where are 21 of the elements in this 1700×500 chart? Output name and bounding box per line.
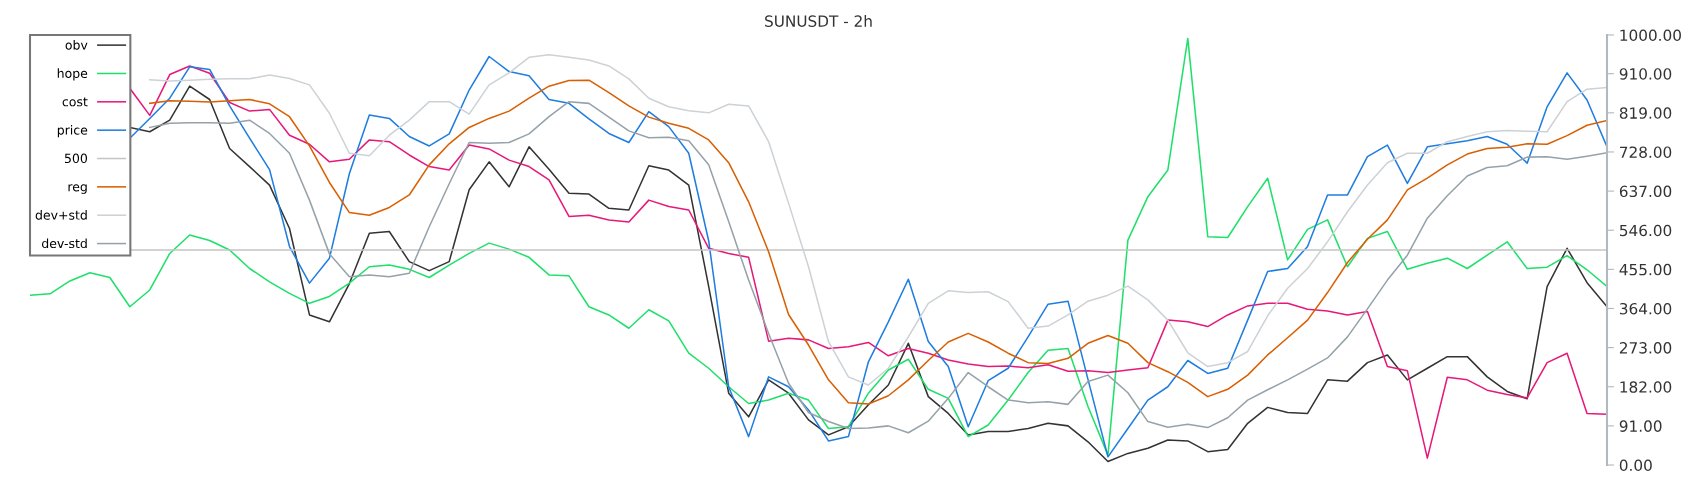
legend-label: reg <box>68 184 87 194</box>
legend-label: 500 <box>64 153 88 164</box>
legend-label: price <box>57 125 88 138</box>
legend-label: cost <box>62 97 88 107</box>
legend-label: dev+std <box>35 210 87 220</box>
y-tick-label: 819.00 <box>1619 107 1672 119</box>
y-tick-label: 546.00 <box>1619 224 1672 237</box>
legend-label: obv <box>65 40 88 50</box>
legend-label: hope <box>57 68 88 81</box>
y-tick-label: 182.00 <box>1620 381 1672 393</box>
y-tick-label: 637.00 <box>1619 185 1672 198</box>
y-tick-label: 364.00 <box>1619 302 1672 315</box>
y-tick-label: 0.00 <box>1619 459 1652 472</box>
y-tick-label: 91.00 <box>1619 420 1662 432</box>
y-tick-label: 910.00 <box>1619 68 1672 80</box>
y-tick-label: 728.00 <box>1620 146 1672 158</box>
chart-title: SUNUSDT - 2h <box>765 15 872 27</box>
y-tick-label: 1000.00 <box>1620 29 1681 42</box>
legend-label: dev-std <box>41 238 87 249</box>
y-tick-label: 455.00 <box>1619 263 1672 276</box>
y-tick-label: 273.00 <box>1619 342 1672 354</box>
